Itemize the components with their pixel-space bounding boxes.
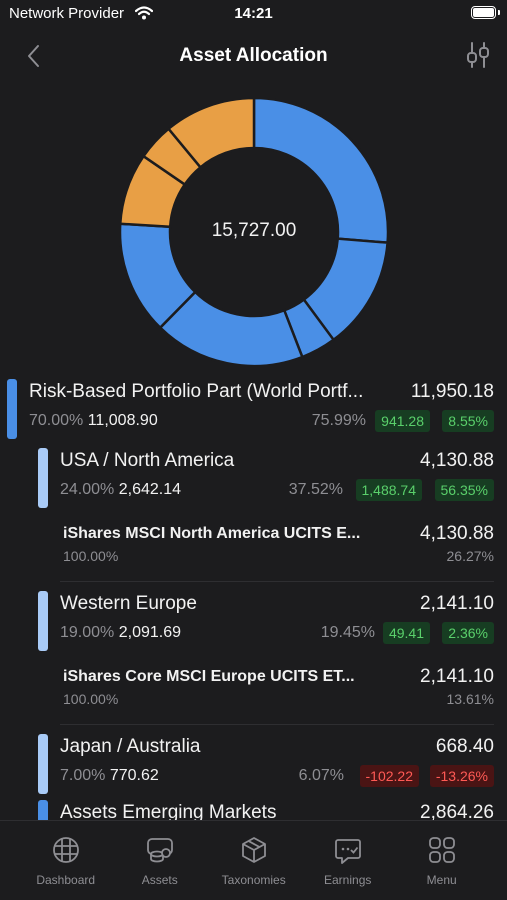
europe-security-value: 2,141.10 [420, 666, 494, 687]
security-row-usa[interactable]: iShares MSCI North America UCITS E... 4,… [0, 512, 507, 582]
europe-target-value: 2,091.69 [118, 624, 181, 641]
usa-value: 4,130.88 [420, 450, 494, 471]
emerging-color-bar [38, 800, 48, 820]
tab-menu[interactable]: Menu [391, 821, 492, 900]
europe-target-pct: 19.00% [60, 624, 115, 641]
battery-icon [471, 6, 496, 19]
usa-name: USA / North America [60, 450, 235, 471]
europe-security-name: iShares Core MSCI Europe UCITS ET... [63, 668, 355, 685]
usa-actual-pct: 37.52% [288, 481, 343, 498]
allocation-donut-chart [119, 97, 389, 367]
cube-icon [241, 837, 266, 863]
tab-assets[interactable]: Assets [109, 821, 210, 900]
usa-target-pct: 24.00% [60, 481, 115, 498]
grid-icon [52, 837, 79, 863]
usa-security-value: 4,130.88 [420, 523, 494, 544]
tab-bar: Dashboard Assets Taxonomies Earnings [0, 820, 507, 900]
allocation-row-emerging-markets[interactable]: Assets Emerging Markets 2,864.26 [0, 798, 507, 820]
group-target-value: 11,008.90 [87, 412, 158, 429]
group-delta-abs-badge: 941.28 [375, 410, 430, 432]
battery-tip [498, 10, 500, 15]
status-bar: Network Provider 14:21 [0, 0, 507, 28]
europe-target: 19.00% 2,091.69 [60, 624, 181, 642]
tab-label: Taxonomies [221, 873, 286, 887]
japan-delta-pct-badge: -13.26% [429, 765, 494, 787]
japan-value: 668.40 [435, 736, 494, 757]
sliders-icon[interactable] [463, 40, 493, 70]
donut-slice-8 [166, 97, 256, 170]
coins-icon [146, 838, 173, 863]
row-divider [60, 724, 494, 725]
row-divider [60, 581, 494, 582]
europe-name: Western Europe [60, 593, 197, 614]
emerging-name: Assets Emerging Markets [60, 802, 277, 820]
navigation-bar: Asset Allocation [0, 34, 507, 78]
page-title: Asset Allocation [179, 45, 328, 66]
apps-icon [428, 837, 455, 863]
europe-actual-pct: 19.45% [320, 624, 375, 641]
group-actual-pct: 75.99% [311, 412, 366, 429]
carrier-name: Network Provider [9, 5, 125, 22]
europe-color-bar [38, 591, 48, 651]
europe-delta-abs-badge: 49.41 [382, 622, 430, 644]
japan-target-value: 770.62 [109, 767, 159, 784]
usa-security-share: 26.27% [446, 548, 494, 564]
tab-label: Dashboard [36, 873, 96, 887]
group-target: 70.00% 11,008.90 [29, 412, 158, 430]
tab-taxonomies[interactable]: Taxonomies [203, 821, 304, 900]
group-target-pct: 70.00% [29, 412, 84, 429]
earnings-icon [334, 839, 361, 864]
japan-target-pct: 7.00% [60, 767, 106, 784]
japan-delta-abs-badge: -102.22 [359, 765, 419, 787]
usa-security-pct: 100.00% [63, 548, 119, 564]
allocation-group-row[interactable]: Risk-Based Portfolio Part (World Portf..… [0, 370, 507, 442]
japan-target: 7.00% 770.62 [60, 767, 159, 785]
status-time: 14:21 [234, 5, 273, 22]
usa-target: 24.00% 2,642.14 [60, 481, 181, 499]
chevron-left-icon[interactable] [20, 42, 48, 70]
group-color-bar [7, 379, 17, 439]
europe-value: 2,141.10 [420, 593, 494, 614]
tab-label: Menu [426, 873, 457, 887]
tab-label: Assets [141, 873, 178, 887]
allocation-row-japan-australia[interactable]: Japan / Australia 668.40 7.00% 770.62 6.… [0, 728, 507, 798]
group-delta-pct-badge: 8.55% [442, 410, 494, 432]
europe-delta-pct-badge: 2.36% [442, 622, 494, 644]
japan-color-bar [38, 734, 48, 794]
security-row-western-europe[interactable]: iShares Core MSCI Europe UCITS ET... 2,1… [0, 655, 507, 725]
tab-dashboard[interactable]: Dashboard [15, 821, 116, 900]
europe-security-share: 13.61% [446, 691, 494, 707]
europe-security-pct: 100.00% [63, 691, 119, 707]
usa-delta-pct-badge: 56.35% [434, 479, 494, 501]
group-value: 11,950.18 [410, 381, 494, 402]
tab-earnings[interactable]: Earnings [297, 821, 398, 900]
allocation-row-usa[interactable]: USA / North America 4,130.88 24.00% 2,64… [0, 442, 507, 512]
donut-total-label: 15,727.00 [211, 220, 297, 241]
group-name: Risk-Based Portfolio Part (World Portf..… [29, 381, 364, 402]
emerging-value: 2,864.26 [420, 802, 494, 820]
wifi-icon [135, 6, 153, 20]
allocation-list[interactable]: Risk-Based Portfolio Part (World Portf..… [0, 370, 507, 820]
japan-name: Japan / Australia [60, 736, 201, 757]
allocation-row-western-europe[interactable]: Western Europe 2,141.10 19.00% 2,091.69 … [0, 585, 507, 655]
usa-color-bar [38, 448, 48, 508]
tab-label: Earnings [324, 873, 372, 887]
usa-delta-abs-badge: 1,488.74 [355, 479, 422, 501]
usa-security-name: iShares MSCI North America UCITS E... [63, 525, 361, 542]
usa-target-value: 2,642.14 [118, 481, 181, 498]
japan-actual-pct: 6.07% [298, 767, 344, 784]
